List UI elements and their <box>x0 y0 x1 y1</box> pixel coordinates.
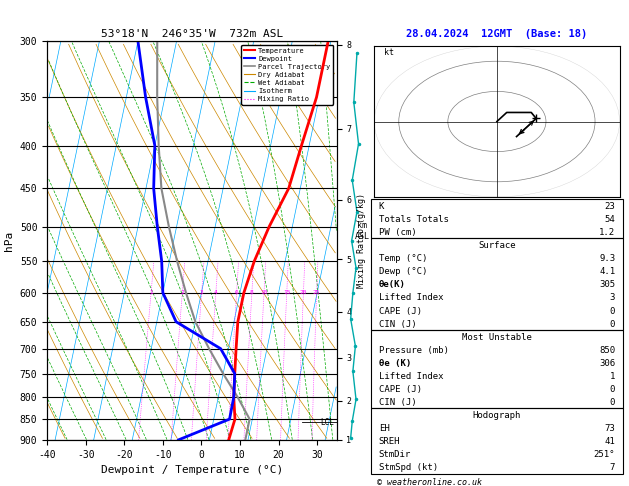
Text: 4: 4 <box>214 290 218 295</box>
Text: Totals Totals: Totals Totals <box>379 215 448 224</box>
Text: Mixing Ratio (g/kg): Mixing Ratio (g/kg) <box>357 193 366 288</box>
Text: 6: 6 <box>235 290 238 295</box>
Text: 251°: 251° <box>594 451 615 459</box>
Text: CIN (J): CIN (J) <box>379 320 416 329</box>
Text: PW (cm): PW (cm) <box>379 228 416 237</box>
Text: 3: 3 <box>200 290 204 295</box>
Text: 41: 41 <box>604 437 615 446</box>
Text: 3: 3 <box>610 294 615 302</box>
Y-axis label: km
ASL: km ASL <box>355 221 370 241</box>
Text: 53°18'N  246°35'W  732m ASL: 53°18'N 246°35'W 732m ASL <box>101 29 283 39</box>
Text: 1: 1 <box>149 290 153 295</box>
Text: 15: 15 <box>283 290 291 295</box>
Text: 4.1: 4.1 <box>599 267 615 277</box>
Text: 1: 1 <box>610 372 615 381</box>
Text: 7: 7 <box>610 464 615 472</box>
Text: Surface: Surface <box>478 241 516 250</box>
Text: 9.3: 9.3 <box>599 254 615 263</box>
Text: 73: 73 <box>604 424 615 433</box>
Text: 0: 0 <box>610 307 615 315</box>
Text: CAPE (J): CAPE (J) <box>379 307 421 315</box>
Text: Dewp (°C): Dewp (°C) <box>379 267 427 277</box>
Text: 54: 54 <box>604 215 615 224</box>
Text: StmSpd (kt): StmSpd (kt) <box>379 464 438 472</box>
Bar <box>371 330 623 408</box>
Text: kt: kt <box>384 48 394 57</box>
Bar <box>371 199 623 239</box>
Y-axis label: hPa: hPa <box>4 230 14 251</box>
Bar <box>371 408 623 474</box>
Text: Pressure (mb): Pressure (mb) <box>379 346 448 355</box>
Text: 306: 306 <box>599 359 615 368</box>
Text: 28.04.2024  12GMT  (Base: 18): 28.04.2024 12GMT (Base: 18) <box>406 29 587 39</box>
Text: StmDir: StmDir <box>379 451 411 459</box>
Text: θe(K): θe(K) <box>379 280 406 289</box>
Text: 1.2: 1.2 <box>599 228 615 237</box>
Text: © weatheronline.co.uk: © weatheronline.co.uk <box>377 478 482 486</box>
Text: 0: 0 <box>610 398 615 407</box>
Text: 8: 8 <box>250 290 253 295</box>
Text: EH: EH <box>379 424 389 433</box>
Text: 25: 25 <box>313 290 320 295</box>
Text: 0: 0 <box>610 385 615 394</box>
Text: 23: 23 <box>604 202 615 211</box>
Text: 20: 20 <box>299 290 307 295</box>
Text: Temp (°C): Temp (°C) <box>379 254 427 263</box>
Text: 850: 850 <box>599 346 615 355</box>
Text: Lifted Index: Lifted Index <box>379 372 443 381</box>
Legend: Temperature, Dewpoint, Parcel Trajectory, Dry Adiabat, Wet Adiabat, Isotherm, Mi: Temperature, Dewpoint, Parcel Trajectory… <box>242 45 333 105</box>
Text: Hodograph: Hodograph <box>473 411 521 420</box>
Text: 10: 10 <box>260 290 268 295</box>
Text: LCL: LCL <box>321 417 335 427</box>
Text: Lifted Index: Lifted Index <box>379 294 443 302</box>
Text: SREH: SREH <box>379 437 400 446</box>
Text: θe (K): θe (K) <box>379 359 411 368</box>
Text: 305: 305 <box>599 280 615 289</box>
Text: 0: 0 <box>610 320 615 329</box>
Text: K: K <box>379 202 384 211</box>
X-axis label: Dewpoint / Temperature (°C): Dewpoint / Temperature (°C) <box>101 465 283 475</box>
Text: CAPE (J): CAPE (J) <box>379 385 421 394</box>
Text: Most Unstable: Most Unstable <box>462 333 532 342</box>
Bar <box>371 239 623 330</box>
Text: 2: 2 <box>181 290 184 295</box>
Text: CIN (J): CIN (J) <box>379 398 416 407</box>
